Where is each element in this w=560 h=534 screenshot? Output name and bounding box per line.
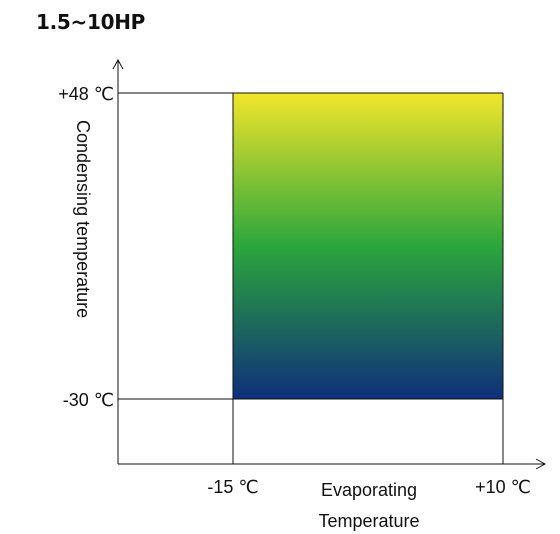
- x-axis-label-line2: Temperature: [318, 511, 419, 531]
- x-tick-left: -15 ℃: [207, 477, 258, 497]
- y-tick-top: +48 ℃: [58, 84, 114, 104]
- y-axis-label: Condensing temperature: [73, 120, 93, 318]
- operating-region: [233, 93, 503, 399]
- x-tick-right: +10 ℃: [475, 477, 531, 497]
- x-axis-arrow: [535, 458, 547, 470]
- diagram-title: 1.5~10HP: [36, 10, 146, 34]
- x-axis-label-line1: Evaporating: [321, 480, 417, 500]
- y-axis-arrow: [112, 58, 124, 70]
- y-tick-bottom: -30 ℃: [63, 390, 114, 410]
